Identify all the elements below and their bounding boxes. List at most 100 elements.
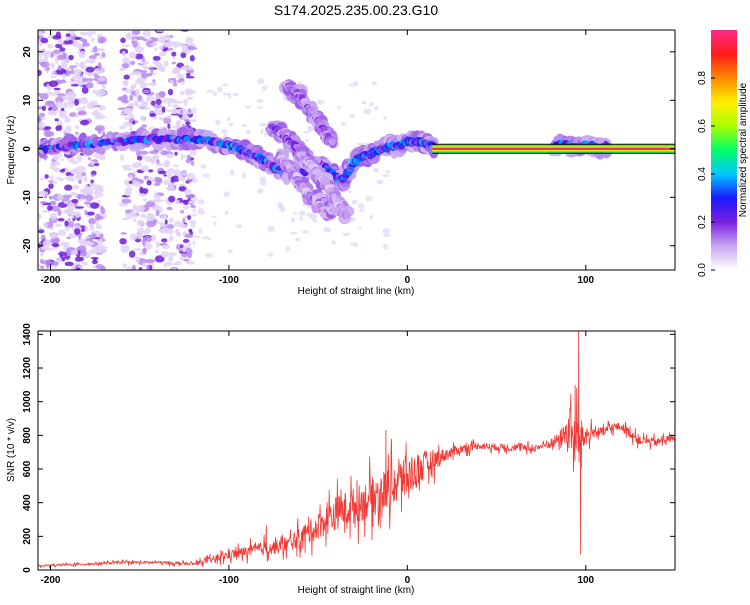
- noise-speckle: [304, 139, 310, 142]
- noise-speckle: [94, 153, 101, 159]
- noise-speckle: [90, 257, 99, 260]
- snr-line-layer: [38, 331, 675, 569]
- noise-speckle: [97, 81, 107, 85]
- noise-speckle: [180, 153, 184, 161]
- noise-speckle: [178, 186, 187, 192]
- noise-speckle: [77, 193, 82, 200]
- noise-speckle: [184, 233, 194, 238]
- snr-frame: [37, 330, 676, 571]
- noise-speckle: [99, 233, 104, 239]
- noise-speckle: [171, 61, 177, 65]
- noise-speckle: [58, 229, 67, 237]
- noise-speckle: [93, 258, 97, 262]
- noise-speckle: [190, 204, 197, 209]
- noise-speckle: [189, 148, 197, 156]
- noise-speckle: [82, 42, 90, 47]
- noise-speckle: [118, 67, 126, 72]
- noise-speckle: [373, 167, 379, 173]
- noise-speckle: [85, 66, 95, 73]
- noise-speckle: [89, 101, 99, 107]
- noise-speckle: [95, 186, 102, 192]
- noise-speckle: [242, 172, 246, 179]
- noise-speckle: [38, 112, 46, 118]
- noise-speckle: [148, 150, 159, 155]
- noise-speckle: [349, 114, 356, 118]
- noise-speckle: [183, 258, 190, 262]
- noise-speckle: [129, 72, 134, 76]
- noise-speckle: [139, 186, 144, 194]
- snr-series-line: [38, 331, 675, 569]
- noise-speckle: [165, 115, 170, 119]
- noise-speckle: [173, 164, 179, 168]
- noise-speckle: [140, 213, 147, 219]
- noise-speckle: [168, 195, 176, 203]
- noise-speckle: [84, 186, 95, 193]
- noise-speckle: [57, 209, 62, 216]
- noise-speckle: [38, 212, 42, 221]
- noise-speckle: [221, 129, 228, 134]
- noise-speckle: [121, 44, 131, 47]
- noise-speckle: [174, 67, 178, 75]
- noise-speckle: [170, 176, 175, 184]
- noise-speckle: [153, 182, 161, 187]
- noise-speckle: [173, 220, 183, 227]
- noise-speckle: [180, 90, 184, 96]
- noise-speckle: [217, 86, 223, 93]
- noise-speckle: [363, 108, 372, 115]
- noise-speckle: [81, 86, 89, 94]
- noise-speckle: [145, 258, 155, 264]
- noise-speckle: [119, 125, 127, 130]
- noise-speckle: [92, 196, 100, 199]
- noise-speckle: [78, 50, 86, 59]
- noise-speckle: [119, 112, 125, 117]
- noise-speckle: [170, 104, 180, 108]
- x-tick-label: -100: [219, 575, 239, 586]
- noise-speckle: [166, 224, 175, 230]
- noise-speckle: [142, 262, 147, 267]
- y-tick-label: -20: [22, 238, 33, 253]
- noise-speckle: [57, 124, 63, 131]
- noise-speckle: [74, 262, 81, 266]
- noise-speckle: [382, 233, 391, 238]
- noise-speckle: [57, 218, 65, 222]
- noise-speckle: [98, 153, 106, 161]
- noise-speckle: [60, 107, 65, 112]
- noise-speckle: [98, 239, 103, 244]
- noise-speckle: [235, 224, 243, 229]
- y-tick-label: 1200: [22, 356, 33, 379]
- noise-speckle: [71, 74, 82, 82]
- noise-speckle: [226, 116, 231, 122]
- noise-speckle: [188, 228, 193, 233]
- noise-speckle: [62, 101, 69, 109]
- noise-speckle: [180, 109, 184, 114]
- noise-speckle: [47, 111, 58, 116]
- noise-speckle: [150, 66, 154, 74]
- noise-speckle: [156, 65, 166, 70]
- noise-speckle: [85, 236, 90, 239]
- noise-speckle: [39, 61, 50, 68]
- noise-speckle: [198, 228, 203, 235]
- noise-speckle: [163, 60, 169, 67]
- noise-speckle: [73, 184, 80, 190]
- noise-speckle: [176, 42, 182, 47]
- noise-speckle: [100, 206, 104, 211]
- noise-speckle: [139, 230, 150, 235]
- y-tick-label: 600: [22, 460, 33, 477]
- noise-speckle: [156, 159, 160, 164]
- noise-speckle: [173, 43, 178, 49]
- x-tick-label: 100: [577, 275, 594, 286]
- noise-speckle: [89, 160, 95, 165]
- noise-speckle: [134, 256, 141, 261]
- noise-speckle-layer: [38, 30, 391, 270]
- noise-speckle: [43, 222, 49, 228]
- noise-speckle: [70, 249, 79, 256]
- noise-speckle: [74, 167, 80, 173]
- noise-speckle: [297, 81, 302, 85]
- noise-speckle: [70, 211, 75, 219]
- noise-speckle: [171, 107, 178, 115]
- noise-speckle: [161, 238, 168, 243]
- noise-speckle: [59, 109, 67, 117]
- noise-speckle: [69, 112, 77, 118]
- noise-speckle: [51, 180, 58, 185]
